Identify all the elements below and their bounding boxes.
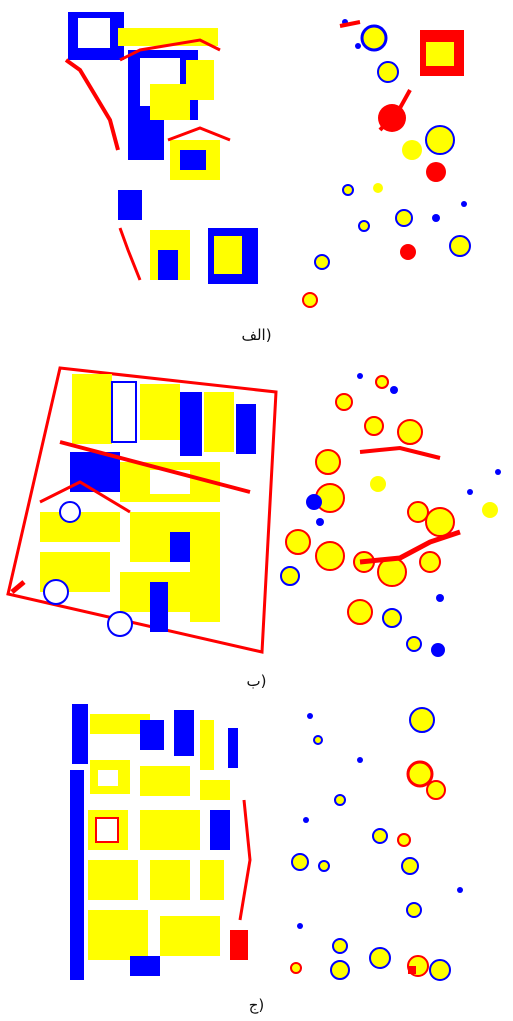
map-pair-be <box>6 366 501 657</box>
tree-map-alef <box>302 19 471 308</box>
tree-map-be <box>280 373 501 657</box>
figure-caption-alef: (الف <box>241 326 272 344</box>
map-pair-jim <box>68 700 463 981</box>
map-pair-alef <box>64 12 471 308</box>
building-map-be <box>6 366 278 654</box>
figure-panel-alef: (الف <box>0 0 513 345</box>
figure-panel-jim: (ج <box>0 700 513 1021</box>
figure-caption-be: (ب <box>246 672 267 690</box>
building-map-alef <box>64 12 258 284</box>
tree-map-jim <box>290 707 463 981</box>
figure-caption-jim: (ج <box>248 996 265 1014</box>
building-map-jim <box>68 700 258 980</box>
figure-panel-be: (ب <box>0 362 513 699</box>
